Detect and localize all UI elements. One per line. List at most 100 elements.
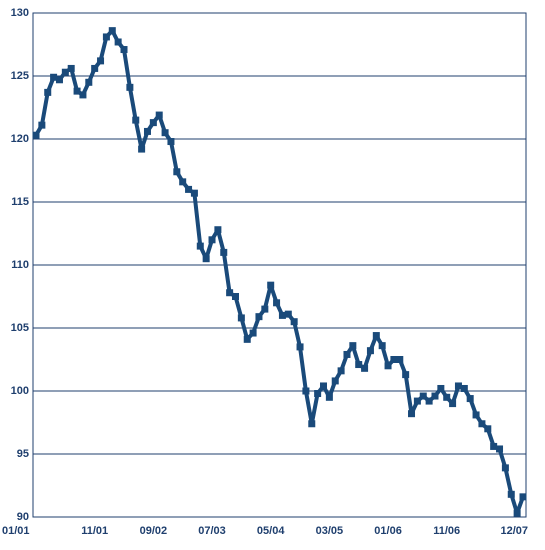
point-marker [91,64,99,72]
point-marker [196,242,204,250]
point-marker [167,138,175,146]
point-marker [85,78,93,86]
point-marker [261,305,269,313]
point-marker [431,392,439,400]
point-marker [249,329,257,337]
y-tick-label: 95 [17,448,29,460]
point-marker [449,400,457,408]
y-tick-label: 130 [11,7,29,19]
point-marker [149,119,157,127]
point-marker [102,33,110,41]
x-tick-label: 03/05 [316,525,344,537]
x-tick-label: 01/01 [2,525,30,537]
point-marker [372,332,380,340]
point-marker [138,145,146,153]
point-marker [278,311,286,319]
x-tick-label: 12/07 [500,525,528,537]
point-marker [408,410,416,418]
point-marker [361,364,369,372]
point-marker [237,314,245,322]
point-marker [185,185,193,193]
point-marker [290,318,298,326]
point-marker [243,335,251,343]
point-marker [67,64,75,72]
point-marker [208,236,216,244]
y-tick-label: 120 [11,133,29,145]
point-marker [501,464,509,472]
y-tick-label: 100 [11,385,29,397]
point-marker [425,397,433,405]
point-marker [437,384,445,392]
point-marker [472,411,480,419]
point-marker [454,382,462,390]
point-marker [132,116,140,124]
x-tick-label: 01/06 [374,525,402,537]
point-marker [366,347,374,355]
point-marker [50,73,58,81]
point-marker [484,425,492,433]
point-marker [343,350,351,358]
x-tick-label: 07/03 [198,525,226,537]
point-marker [202,255,210,263]
x-tick-label: 11/01 [81,525,108,537]
point-marker [155,111,163,119]
point-marker [38,121,46,129]
point-marker [402,371,410,379]
point-marker [519,493,527,501]
point-marker [302,387,310,395]
point-marker [413,397,421,405]
point-marker [320,382,328,390]
point-marker [507,490,515,498]
point-marker [284,310,292,318]
point-marker [355,361,363,369]
y-tick-label: 125 [11,70,29,82]
point-marker [466,395,474,403]
point-marker [331,377,339,385]
point-marker [337,367,345,375]
point-marker [190,189,198,197]
point-marker [231,293,239,300]
x-tick-label: 11/06 [433,525,460,537]
point-marker [267,281,275,289]
x-tick-label: 09/02 [140,525,168,537]
y-tick-label: 105 [11,322,29,334]
point-marker [79,91,87,99]
point-marker [226,289,234,297]
point-marker [120,46,128,54]
point-marker [419,392,427,400]
y-tick-label: 90 [17,511,29,523]
point-marker [255,313,263,321]
point-marker [161,129,169,137]
point-marker [126,83,134,91]
point-marker [384,362,392,370]
point-marker [61,68,69,76]
point-marker [314,390,322,398]
point-marker [460,384,468,392]
point-marker [296,343,304,351]
point-marker [496,445,504,453]
point-marker [513,509,521,517]
point-marker [220,248,228,256]
point-marker [173,168,181,176]
point-marker [179,178,187,186]
y-tick-label: 115 [11,196,29,208]
point-marker [325,393,333,401]
point-marker [73,87,81,95]
point-marker [114,38,122,46]
point-marker [143,127,151,135]
point-marker [378,342,386,350]
point-marker [44,88,52,96]
point-marker [349,342,357,350]
point-marker [273,299,281,307]
point-marker [308,420,316,428]
point-marker [396,356,404,363]
point-marker [214,226,222,234]
point-marker [55,76,63,84]
point-marker [32,131,40,139]
point-marker [97,57,105,65]
point-marker [390,356,398,363]
series-line [34,28,525,516]
x-tick-label: 05/04 [257,525,285,537]
point-marker [443,393,451,401]
